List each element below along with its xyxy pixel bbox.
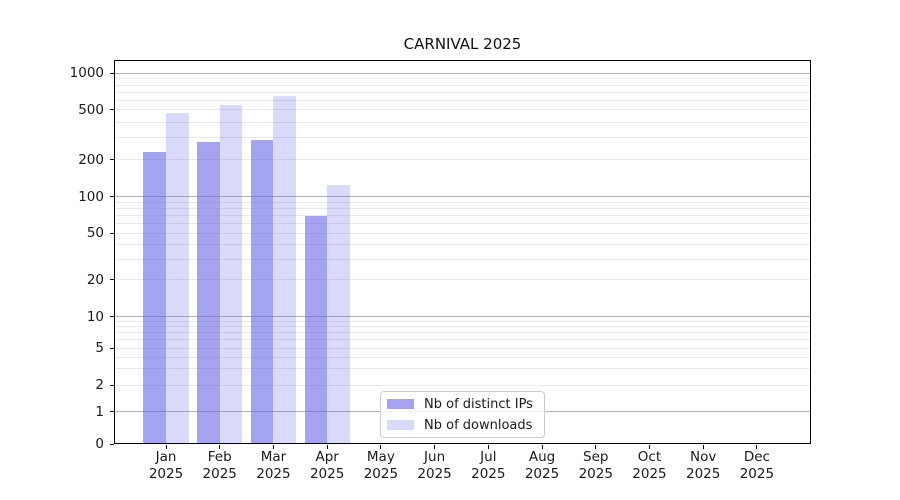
y-tick-mark: [110, 316, 114, 318]
y-tick-label: 200: [78, 151, 104, 168]
x-tick-mark: [434, 445, 436, 449]
bar-distinct-ips-apr: [304, 215, 328, 443]
bar-downloads-apr: [327, 184, 350, 443]
x-tick-mark: [541, 445, 543, 449]
x-tick-label: Apr 2025: [309, 449, 345, 482]
bar-downloads-jan: [166, 113, 189, 443]
y-tick-label: 10: [86, 308, 104, 325]
y-tick-label: 100: [78, 188, 104, 205]
y-tick-mark: [110, 72, 114, 74]
y-tick-mark: [110, 347, 114, 349]
x-tick-label: Jan 2025: [148, 449, 184, 482]
x-tick-mark: [756, 445, 758, 449]
minor-gridline: [114, 159, 811, 161]
x-tick-label: Mar 2025: [256, 449, 291, 482]
y-tick-label: 500: [78, 101, 104, 118]
legend: Nb of distinct IPs Nb of downloads: [380, 391, 545, 438]
x-tick-label: Jul 2025: [471, 449, 506, 482]
x-tick-label: Nov 2025: [686, 449, 721, 482]
y-tick-label: 1: [95, 403, 104, 420]
x-tick-mark: [595, 445, 597, 449]
y-tick-mark: [110, 411, 114, 413]
y-tick-mark: [110, 196, 114, 198]
minor-gridline: [114, 347, 811, 349]
minor-gridline: [114, 332, 811, 334]
x-tick-label: May 2025: [363, 449, 399, 482]
x-tick-mark: [326, 445, 328, 449]
minor-gridline: [114, 137, 811, 139]
x-tick-mark: [380, 445, 382, 449]
minor-gridline: [114, 215, 811, 217]
x-tick-label: Aug 2025: [524, 449, 560, 482]
minor-gridline: [114, 326, 811, 328]
bar-distinct-ips-jan: [143, 152, 166, 443]
x-tick-mark: [219, 445, 221, 449]
x-tick-label: Oct 2025: [632, 449, 667, 482]
plot-area: [114, 60, 811, 444]
x-tick-label: Dec 2025: [739, 449, 775, 482]
major-gridline: [114, 196, 811, 198]
minor-gridline: [114, 99, 811, 101]
y-tick-label: 20: [86, 271, 104, 288]
legend-label-distinct-ips: Nb of distinct IPs: [424, 396, 533, 412]
minor-gridline: [114, 384, 811, 386]
minor-gridline: [114, 84, 811, 86]
legend-label-downloads: Nb of downloads: [424, 417, 533, 433]
minor-gridline: [114, 232, 811, 234]
x-tick-mark: [648, 445, 650, 449]
minor-gridline: [114, 78, 811, 80]
minor-gridline: [114, 368, 811, 370]
y-tick-mark: [110, 232, 114, 234]
minor-gridline: [114, 201, 811, 203]
y-tick-label: 1000: [69, 65, 104, 82]
legend-item-downloads: Nb of downloads: [381, 416, 544, 434]
legend-swatch-downloads-icon: [387, 420, 414, 430]
bar-downloads-feb: [219, 104, 243, 443]
minor-gridline: [114, 279, 811, 281]
x-tick-label: Sep 2025: [578, 449, 613, 482]
minor-gridline: [114, 223, 811, 225]
x-tick-mark: [487, 445, 489, 449]
bar-downloads-mar: [273, 96, 297, 443]
minor-gridline: [114, 339, 811, 341]
bar-distinct-ips-feb: [197, 141, 220, 443]
x-tick-mark: [702, 445, 704, 449]
minor-gridline: [114, 207, 811, 209]
y-tick-label: 50: [86, 225, 104, 242]
x-tick-label: Jun 2025: [417, 449, 452, 482]
legend-swatch-distinct-ips-icon: [387, 399, 414, 409]
bar-distinct-ips-mar: [250, 139, 274, 443]
minor-gridline: [114, 244, 811, 246]
y-tick-label: 0: [95, 436, 104, 452]
y-tick-label: 5: [95, 340, 104, 357]
x-tick-mark: [165, 445, 167, 449]
minor-gridline: [114, 356, 811, 358]
minor-gridline: [114, 109, 811, 111]
chart-title: CARNIVAL 2025: [403, 35, 522, 53]
minor-gridline: [114, 91, 811, 93]
major-gridline: [114, 316, 811, 318]
minor-gridline: [114, 321, 811, 322]
minor-gridline: [114, 258, 811, 260]
major-gridline: [114, 72, 811, 74]
minor-gridline: [114, 121, 811, 123]
y-tick-mark: [110, 159, 114, 161]
x-tick-mark: [272, 445, 274, 449]
legend-item-distinct-ips: Nb of distinct IPs: [381, 395, 544, 413]
y-tick-mark: [110, 109, 114, 111]
x-tick-label: Feb 2025: [202, 449, 237, 482]
y-tick-mark: [110, 279, 114, 281]
y-tick-mark: [110, 443, 114, 445]
y-tick-label: 2: [95, 377, 104, 394]
y-tick-mark: [110, 384, 114, 386]
